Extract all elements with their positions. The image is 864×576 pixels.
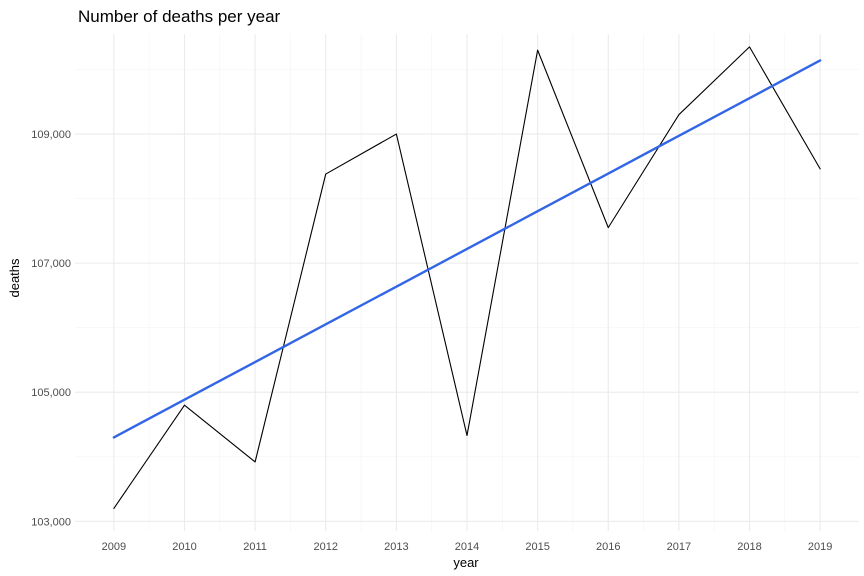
x-tick-label: 2018: [737, 541, 761, 553]
y-tick-label: 103,000: [31, 516, 71, 528]
x-tick-label: 2011: [243, 541, 267, 553]
grid: [75, 34, 859, 531]
x-tick-label: 2014: [455, 541, 479, 553]
x-axis-title: year: [453, 555, 479, 570]
x-tick-label: 2019: [808, 541, 832, 553]
tick-labels: 2009 2010 2011 2012 2013 2014 2015 2016 2017 2018…: [31, 129, 832, 553]
x-tick-label: 2015: [525, 541, 549, 553]
deaths-series-line: [113, 46, 821, 509]
x-tick-label: 2010: [172, 541, 196, 553]
chart-title: Number of deaths per year: [78, 7, 281, 26]
x-tick-label: 2017: [667, 541, 691, 553]
x-tick-label: 2016: [596, 541, 620, 553]
y-tick-label: 109,000: [31, 129, 71, 141]
trend-line: [112, 59, 822, 439]
series-layer: [112, 46, 822, 509]
y-axis-title: deaths: [7, 258, 22, 298]
x-tick-label: 2013: [384, 541, 408, 553]
y-tick-label: 107,000: [31, 258, 71, 270]
x-tick-label: 2009: [102, 541, 126, 553]
y-tick-label: 105,000: [31, 387, 71, 399]
x-tick-label: 2012: [313, 541, 337, 553]
